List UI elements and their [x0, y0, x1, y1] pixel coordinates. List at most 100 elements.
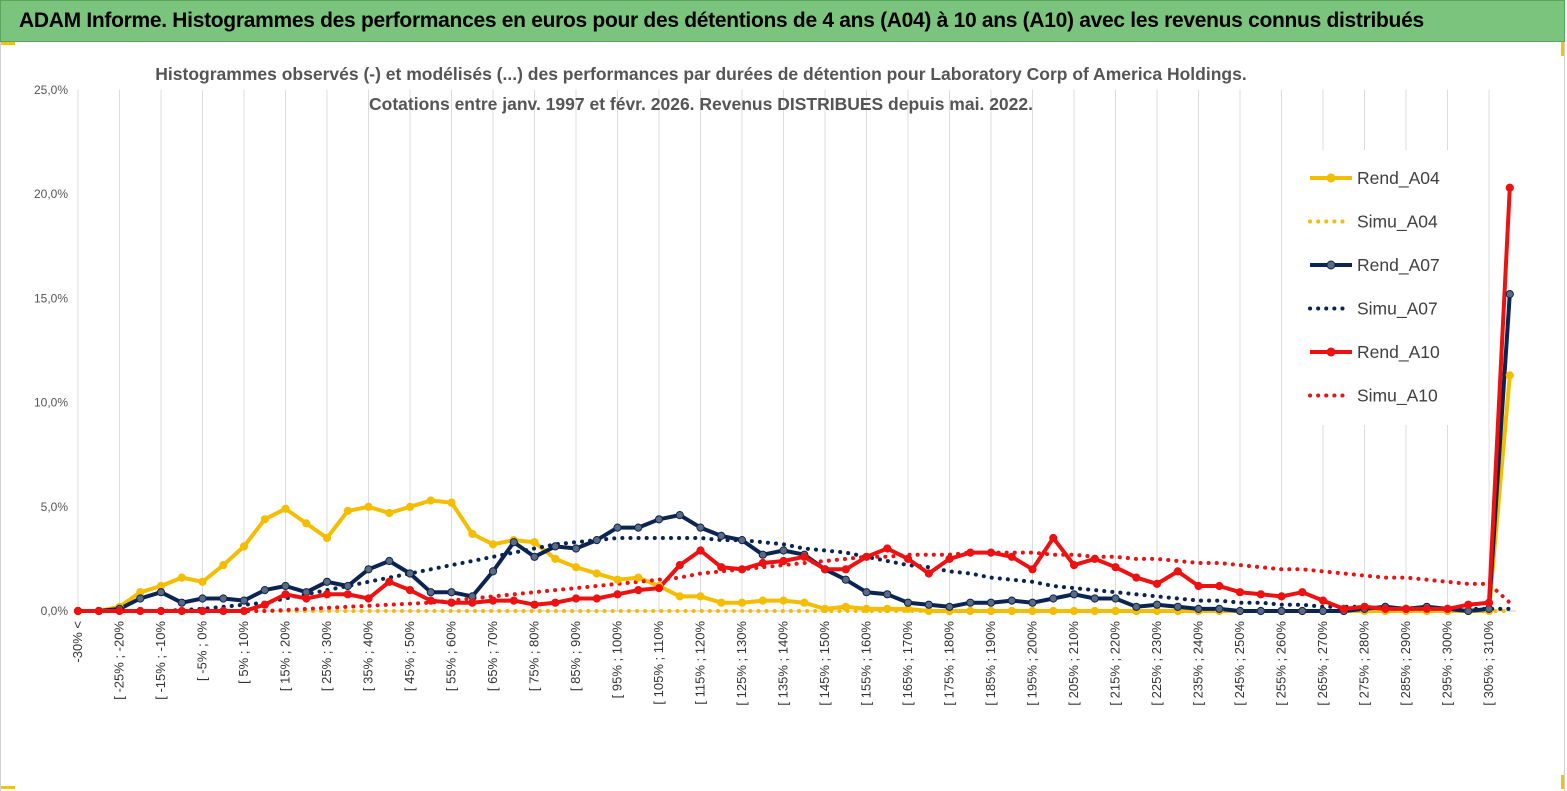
x-tick-label: [ 205% ; 210% [1066, 621, 1081, 706]
series-rend-a10-point [758, 558, 767, 568]
series-rend-a04-point [820, 604, 830, 614]
series-rend-a07-point [841, 575, 850, 584]
series-rend-a07-point [1277, 606, 1286, 616]
series-rend-a10-point [903, 554, 913, 564]
series-rend-a10-point [447, 598, 456, 607]
series-rend-a10-point [945, 554, 954, 564]
y-tick-label: 0,0% [41, 604, 69, 618]
legend-box [1285, 150, 1455, 425]
series-rend-a04-point [219, 561, 228, 570]
series-rend-a10-point [613, 590, 622, 599]
series-rend-a10-point [1152, 579, 1162, 589]
series-rend-a10-point [1484, 598, 1494, 607]
x-tick-label: [ 285% ; 290% [1398, 621, 1413, 706]
series-rend-a10-point [841, 565, 850, 574]
series-rend-a10-point [468, 598, 477, 607]
series-rend-a10-point [551, 598, 560, 607]
series-rend-a04-point [758, 596, 767, 605]
series-rend-a10-point [281, 590, 290, 599]
x-tick-label: [ 75% ; 80% [527, 621, 542, 692]
series-rend-a10-point [1277, 592, 1286, 601]
series-rend-a10-point [696, 546, 705, 555]
series-rend-a10-point [800, 552, 809, 561]
x-tick-label: [ 5% ; 10% [236, 621, 251, 684]
series-rend-a10-point [862, 552, 871, 561]
series-rend-a04-point [862, 604, 871, 614]
series-rend-a07-point [426, 588, 435, 597]
series-rend-a04-point [447, 498, 456, 507]
series-rend-a10-point [571, 594, 581, 603]
legend-rend-a10-marker [1326, 347, 1336, 357]
report-title: ADAM Informe. Histogrammes des performan… [19, 9, 1424, 32]
series-rend-a04-point [800, 598, 809, 607]
y-tick-label: 25,0% [34, 83, 68, 97]
series-rend-a10-point [1443, 604, 1452, 614]
series-rend-a10-point [322, 590, 332, 599]
series-rend-a10-point [239, 606, 249, 616]
x-tick-label: [ 255% ; 260% [1274, 621, 1289, 706]
y-axis: 0,0% 5,0% 10,0% 15,0% 20,0% 25,0% [34, 83, 68, 618]
series-rend-a04-point [343, 506, 352, 515]
series-simu-a10-line [76, 550, 1512, 613]
series-rend-a04-point [571, 563, 581, 572]
series-rend-a10-point [634, 586, 643, 595]
series-rend-a07-point [1256, 606, 1265, 616]
legend-rend-a10-label: Rend_A10 [1357, 342, 1440, 363]
series-rend-a10-point [343, 590, 352, 599]
legend-simu-a04-label: Simu_A04 [1357, 212, 1438, 233]
series-rend-a07-point [1298, 606, 1307, 616]
series-rend-a04-point [364, 502, 373, 511]
x-tick-label: [ 15% ; 20% [278, 621, 293, 692]
series-rend-a10-point [530, 600, 539, 609]
series-rend-a10-line [78, 187, 1512, 613]
series-rend-a04-point [281, 504, 290, 513]
series-rend-a07-point [551, 542, 560, 551]
series-rend-a10-point [1028, 565, 1037, 574]
series-rend-a07-point [779, 546, 788, 555]
corner-mark-top-left [1, 42, 15, 45]
grid [77, 89, 1516, 612]
series-rend-a04-point [322, 533, 332, 543]
series-rend-a04-point [426, 496, 435, 505]
series-rend-a07-point [136, 594, 145, 603]
series-rend-a10-point [73, 606, 83, 616]
series-rend-a04-point [1007, 606, 1016, 616]
series-rend-a10-point [385, 577, 394, 586]
series-rend-a04-point [613, 575, 622, 584]
series-rend-a04-point [841, 602, 850, 611]
series-rend-a07-point [1318, 606, 1328, 616]
series-rend-a07-point [343, 581, 352, 591]
x-tick-label: [ 265% ; 270% [1315, 621, 1330, 706]
legend-rend-a07-marker [1326, 260, 1336, 270]
legend: Rend_A04 Simu_A04 Rend_A07 Simu_A07 Rend_A10… [1285, 150, 1455, 425]
series-rend-a07-point [696, 523, 705, 532]
x-tick-label: [ 215% ; 220% [1108, 621, 1123, 706]
x-tick-label: [ 105% ; 110% [651, 621, 666, 705]
series-rend-a04-point [530, 538, 539, 547]
series-rend-a10-point [1173, 567, 1182, 576]
series-rend-a07-point [758, 550, 767, 559]
series-rend-a04-point [1090, 606, 1099, 616]
series-rend-a07-point [675, 510, 684, 520]
x-tick-label: [ 235% ; 240% [1191, 621, 1206, 706]
y-tick-label: 20,0% [34, 187, 68, 201]
series-rend-a10-point [364, 594, 373, 603]
x-axis: -30% < [ -25% ; -20% [ -15% ; -10% [ -5% ; … [70, 621, 1496, 706]
series-rend-a04-point [260, 515, 269, 524]
series-rend-a07-point [903, 598, 913, 607]
series-rend-a10-point [966, 548, 975, 557]
series-rend-a10-point [986, 548, 996, 557]
series-rend-a10-point [820, 565, 830, 574]
legend-rend-a07-label: Rend_A07 [1357, 255, 1440, 276]
x-tick-label: [ 95% ; 100% [610, 621, 625, 699]
series-rend-a07-point [717, 531, 726, 541]
series-rend-a10-point [779, 556, 788, 566]
x-tick-label: [ 65% ; 70% [485, 621, 500, 692]
series-rend-a07-point [986, 598, 996, 607]
x-tick-label: -30% < [70, 621, 85, 663]
series-rend-a10-point [1318, 596, 1328, 605]
series-rend-a07-point [1215, 604, 1224, 614]
series-rend-a10-point [654, 584, 664, 593]
series-rend-a10-point [717, 563, 726, 572]
